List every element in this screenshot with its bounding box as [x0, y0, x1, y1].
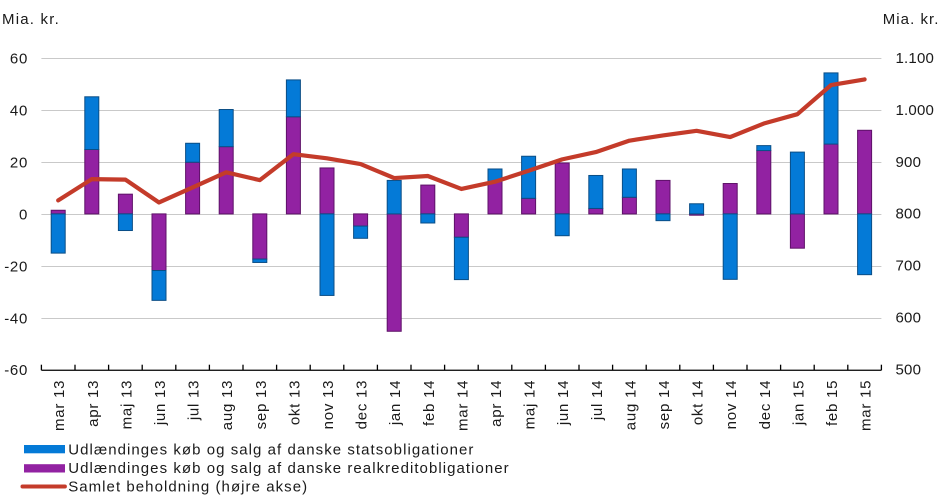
svg-text:-60: -60 [4, 362, 28, 379]
svg-text:nov 13: nov 13 [320, 380, 337, 430]
svg-text:sep 13: sep 13 [253, 380, 270, 430]
svg-text:20: 20 [10, 154, 28, 171]
svg-text:okt 13: okt 13 [286, 380, 303, 425]
svg-text:sep 14: sep 14 [656, 380, 673, 430]
svg-text:500: 500 [896, 362, 922, 379]
svg-text:nov 14: nov 14 [723, 380, 740, 430]
svg-text:jan 15: jan 15 [790, 380, 807, 426]
svg-text:maj 14: maj 14 [522, 380, 539, 430]
svg-text:0: 0 [19, 206, 28, 223]
svg-text:mar 13: mar 13 [51, 380, 68, 431]
svg-text:Mia. kr.: Mia. kr. [883, 11, 940, 28]
svg-text:60: 60 [10, 50, 28, 67]
svg-text:jul 13: jul 13 [186, 380, 203, 421]
svg-text:mar 14: mar 14 [454, 380, 471, 431]
svg-text:-40: -40 [4, 310, 28, 327]
svg-text:-20: -20 [4, 258, 28, 275]
svg-text:Udlændinges køb og salg af dan: Udlændinges køb og salg af danske statso… [68, 441, 474, 458]
svg-text:Samlet beholdning (højre akse): Samlet beholdning (højre akse) [68, 478, 308, 495]
svg-text:dec 13: dec 13 [354, 380, 371, 430]
svg-text:aug 13: aug 13 [219, 380, 236, 430]
svg-text:1.100: 1.100 [896, 50, 935, 67]
svg-text:900: 900 [896, 154, 922, 171]
svg-text:apr 13: apr 13 [85, 380, 102, 427]
svg-text:jun 13: jun 13 [152, 380, 169, 426]
svg-text:feb 15: feb 15 [824, 380, 841, 426]
svg-text:40: 40 [10, 102, 28, 119]
svg-text:jul 14: jul 14 [589, 380, 606, 421]
svg-text:apr 14: apr 14 [488, 380, 505, 427]
svg-text:dec 14: dec 14 [757, 380, 774, 430]
svg-text:mar 15: mar 15 [858, 380, 875, 431]
svg-text:jun 14: jun 14 [555, 380, 572, 426]
svg-text:feb 14: feb 14 [421, 380, 438, 426]
svg-text:700: 700 [896, 258, 922, 275]
svg-text:600: 600 [896, 310, 922, 327]
svg-text:jan 14: jan 14 [387, 380, 404, 426]
svg-text:maj 13: maj 13 [118, 380, 135, 430]
svg-text:okt 14: okt 14 [690, 380, 707, 425]
svg-text:Mia. kr.: Mia. kr. [2, 11, 60, 28]
svg-text:1.000: 1.000 [896, 102, 935, 119]
svg-text:800: 800 [896, 206, 922, 223]
svg-text:Udlændinges køb og salg af dan: Udlændinges køb og salg af danske realkr… [68, 460, 510, 477]
svg-text:aug 14: aug 14 [622, 380, 639, 430]
